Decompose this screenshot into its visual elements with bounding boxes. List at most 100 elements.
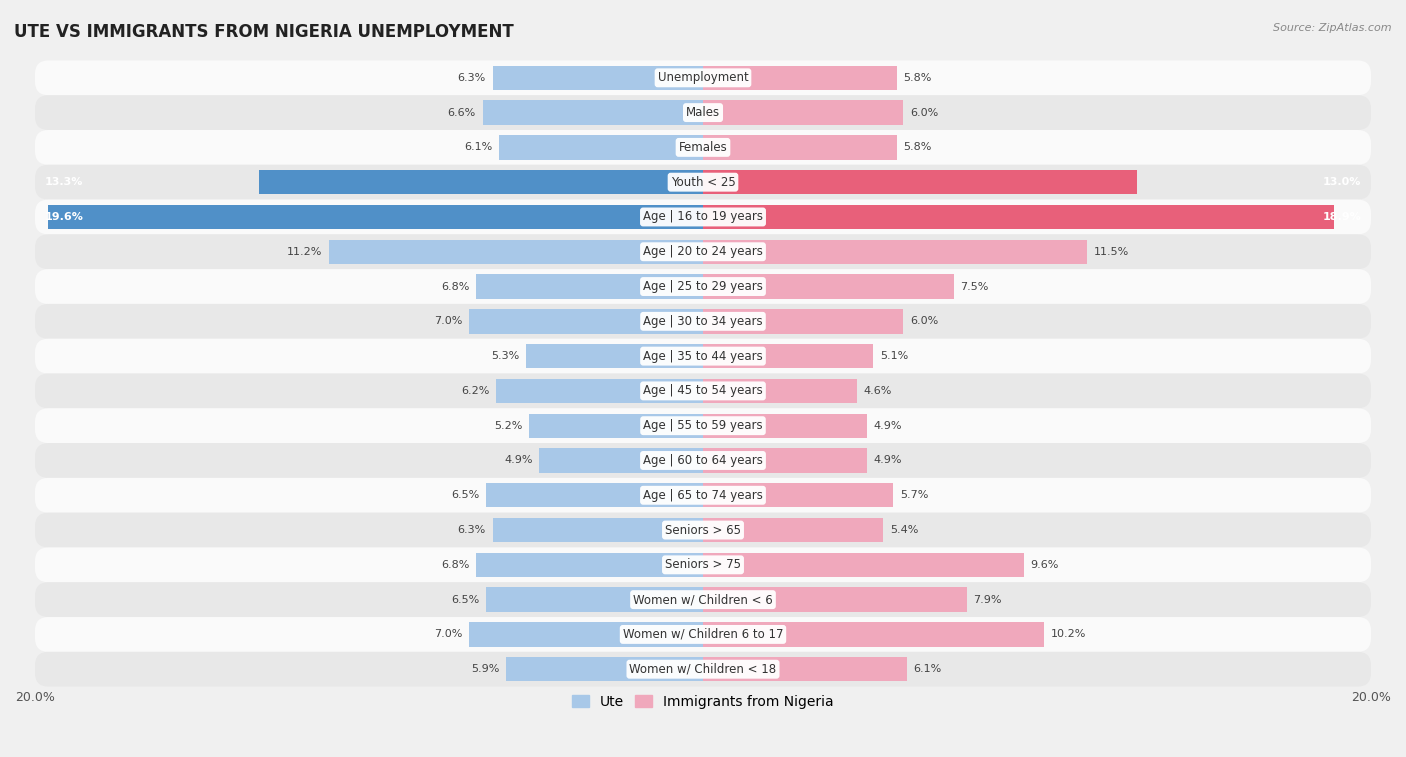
Bar <box>529 413 703 438</box>
Bar <box>703 101 904 125</box>
Text: 5.3%: 5.3% <box>491 351 519 361</box>
Bar <box>703 622 1043 646</box>
Bar <box>703 205 1334 229</box>
FancyBboxPatch shape <box>35 443 1371 478</box>
Bar <box>48 205 703 229</box>
Text: 4.9%: 4.9% <box>505 456 533 466</box>
Bar <box>703 413 866 438</box>
Bar <box>703 483 893 507</box>
FancyBboxPatch shape <box>35 304 1371 338</box>
Bar <box>506 657 703 681</box>
Bar <box>496 378 703 403</box>
Text: 18.9%: 18.9% <box>1322 212 1361 222</box>
Text: Women w/ Children < 6: Women w/ Children < 6 <box>633 593 773 606</box>
Text: Males: Males <box>686 106 720 119</box>
Text: 7.5%: 7.5% <box>960 282 988 291</box>
Text: 5.8%: 5.8% <box>904 73 932 83</box>
Text: 5.7%: 5.7% <box>900 491 928 500</box>
Text: 4.6%: 4.6% <box>863 386 891 396</box>
FancyBboxPatch shape <box>35 61 1371 95</box>
Bar <box>703 448 866 472</box>
Text: 6.6%: 6.6% <box>447 107 475 117</box>
Bar <box>259 170 703 195</box>
Text: Women w/ Children < 18: Women w/ Children < 18 <box>630 662 776 676</box>
Bar <box>703 136 897 160</box>
Text: Age | 30 to 34 years: Age | 30 to 34 years <box>643 315 763 328</box>
Text: 7.0%: 7.0% <box>434 629 463 640</box>
FancyBboxPatch shape <box>35 200 1371 235</box>
Text: 6.1%: 6.1% <box>914 664 942 674</box>
Text: Females: Females <box>679 141 727 154</box>
Text: 6.5%: 6.5% <box>451 595 479 605</box>
Text: 6.3%: 6.3% <box>457 525 486 535</box>
FancyBboxPatch shape <box>35 652 1371 687</box>
Text: 5.2%: 5.2% <box>495 421 523 431</box>
Bar <box>703 239 1087 264</box>
Bar <box>475 274 703 299</box>
Text: 5.9%: 5.9% <box>471 664 499 674</box>
Bar <box>703 518 883 542</box>
Bar <box>703 309 904 334</box>
Text: 4.9%: 4.9% <box>873 456 901 466</box>
Text: 6.5%: 6.5% <box>451 491 479 500</box>
Text: 9.6%: 9.6% <box>1031 560 1059 570</box>
Bar <box>499 136 703 160</box>
Text: Age | 25 to 29 years: Age | 25 to 29 years <box>643 280 763 293</box>
FancyBboxPatch shape <box>35 408 1371 443</box>
Text: 6.8%: 6.8% <box>441 282 470 291</box>
Bar <box>470 622 703 646</box>
Bar <box>329 239 703 264</box>
Text: 11.5%: 11.5% <box>1094 247 1129 257</box>
Bar <box>486 483 703 507</box>
Bar <box>703 274 953 299</box>
Text: Age | 65 to 74 years: Age | 65 to 74 years <box>643 489 763 502</box>
Text: Unemployment: Unemployment <box>658 71 748 84</box>
Text: 6.2%: 6.2% <box>461 386 489 396</box>
Text: UTE VS IMMIGRANTS FROM NIGERIA UNEMPLOYMENT: UTE VS IMMIGRANTS FROM NIGERIA UNEMPLOYM… <box>14 23 513 41</box>
FancyBboxPatch shape <box>35 235 1371 269</box>
Bar <box>540 448 703 472</box>
Bar <box>492 66 703 90</box>
Bar <box>492 518 703 542</box>
Bar <box>703 553 1024 577</box>
Text: Age | 20 to 24 years: Age | 20 to 24 years <box>643 245 763 258</box>
Text: Age | 55 to 59 years: Age | 55 to 59 years <box>643 419 763 432</box>
FancyBboxPatch shape <box>35 165 1371 200</box>
FancyBboxPatch shape <box>35 130 1371 165</box>
Bar <box>703 66 897 90</box>
Text: 5.1%: 5.1% <box>880 351 908 361</box>
Text: 13.3%: 13.3% <box>45 177 83 187</box>
FancyBboxPatch shape <box>35 269 1371 304</box>
Text: 13.0%: 13.0% <box>1323 177 1361 187</box>
Text: 6.8%: 6.8% <box>441 560 470 570</box>
FancyBboxPatch shape <box>35 373 1371 408</box>
Text: 6.3%: 6.3% <box>457 73 486 83</box>
Text: 19.6%: 19.6% <box>45 212 84 222</box>
Text: 5.4%: 5.4% <box>890 525 918 535</box>
Text: 6.1%: 6.1% <box>464 142 492 152</box>
Text: Seniors > 75: Seniors > 75 <box>665 559 741 572</box>
Text: Seniors > 65: Seniors > 65 <box>665 524 741 537</box>
Text: 6.0%: 6.0% <box>910 316 938 326</box>
Text: 10.2%: 10.2% <box>1050 629 1085 640</box>
Text: 11.2%: 11.2% <box>287 247 322 257</box>
Text: Women w/ Children 6 to 17: Women w/ Children 6 to 17 <box>623 628 783 641</box>
FancyBboxPatch shape <box>35 512 1371 547</box>
Bar <box>486 587 703 612</box>
FancyBboxPatch shape <box>35 582 1371 617</box>
Bar <box>470 309 703 334</box>
FancyBboxPatch shape <box>35 338 1371 373</box>
Text: 5.8%: 5.8% <box>904 142 932 152</box>
Bar <box>703 657 907 681</box>
Bar <box>703 170 1137 195</box>
Text: 7.0%: 7.0% <box>434 316 463 326</box>
Bar <box>703 587 967 612</box>
FancyBboxPatch shape <box>35 547 1371 582</box>
Text: Youth < 25: Youth < 25 <box>671 176 735 188</box>
Text: Age | 60 to 64 years: Age | 60 to 64 years <box>643 454 763 467</box>
Text: 6.0%: 6.0% <box>910 107 938 117</box>
Text: 7.9%: 7.9% <box>973 595 1002 605</box>
Bar <box>526 344 703 369</box>
FancyBboxPatch shape <box>35 478 1371 512</box>
Text: Age | 35 to 44 years: Age | 35 to 44 years <box>643 350 763 363</box>
